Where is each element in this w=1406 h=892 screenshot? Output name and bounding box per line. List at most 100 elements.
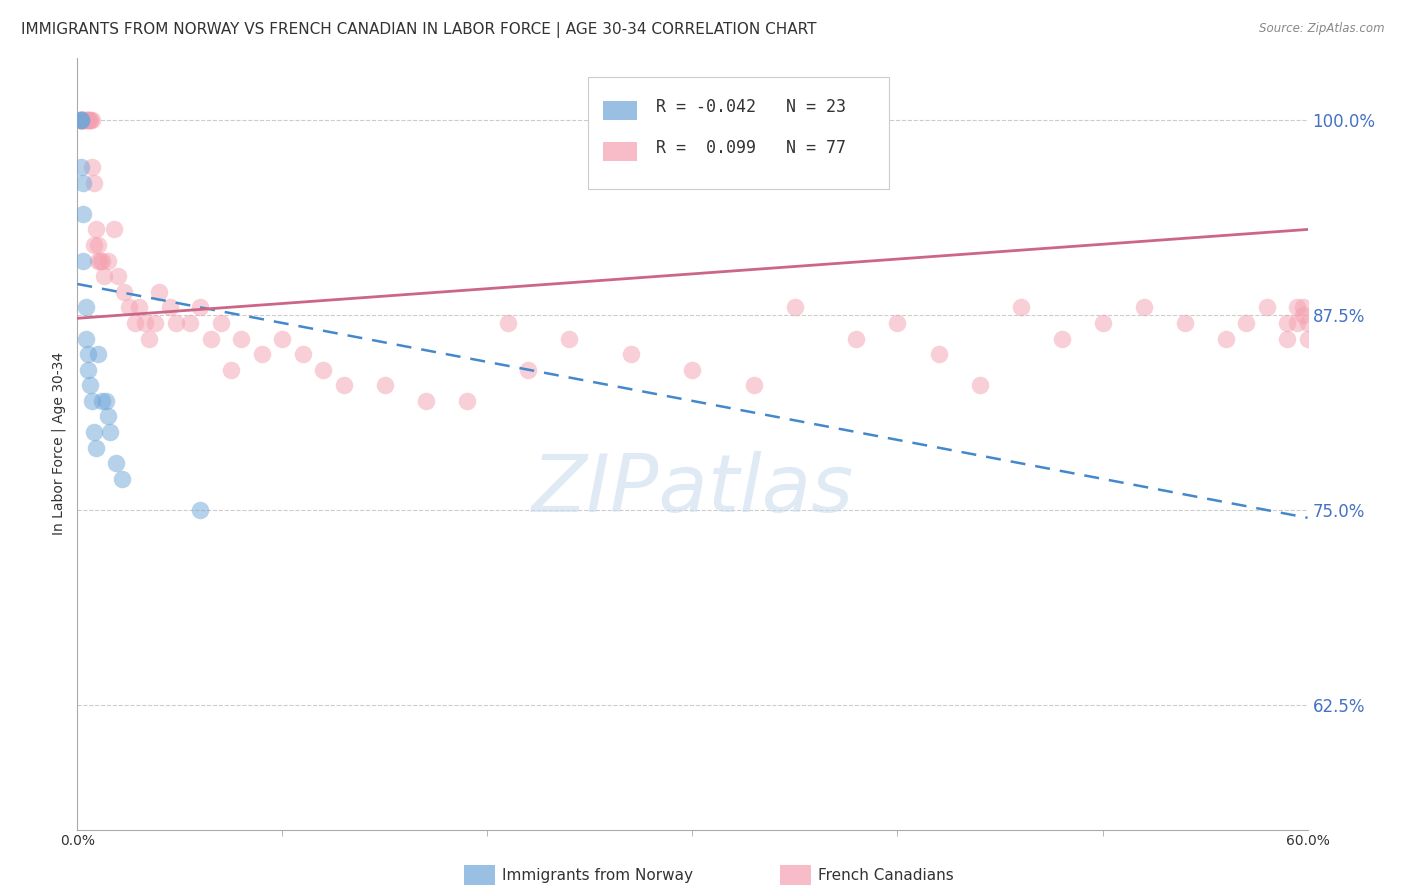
Point xyxy=(76,362,98,376)
Point xyxy=(83,425,105,439)
Point xyxy=(70,113,93,128)
Point xyxy=(128,301,150,315)
Point xyxy=(1286,316,1309,330)
Point xyxy=(969,378,991,392)
Y-axis label: In Labor Force | Age 30-34: In Labor Force | Age 30-34 xyxy=(52,352,66,535)
Point xyxy=(1296,316,1319,330)
Point xyxy=(83,176,105,190)
Point xyxy=(67,113,90,128)
Text: French Canadians: French Canadians xyxy=(818,869,955,883)
Point xyxy=(1292,308,1315,322)
Point xyxy=(83,238,105,252)
Point xyxy=(143,316,166,330)
FancyBboxPatch shape xyxy=(588,78,890,189)
Point xyxy=(70,113,93,128)
Point xyxy=(148,285,170,299)
Point xyxy=(1286,301,1309,315)
Point xyxy=(209,316,232,330)
Text: R = -0.042   N = 23: R = -0.042 N = 23 xyxy=(655,97,845,116)
Point xyxy=(75,301,97,315)
Point xyxy=(80,393,103,408)
Point xyxy=(105,456,128,470)
Point xyxy=(1296,332,1319,346)
Point xyxy=(90,253,114,268)
Point xyxy=(250,347,273,361)
Point xyxy=(75,113,97,128)
Point xyxy=(70,113,93,128)
Point xyxy=(496,316,519,330)
Point xyxy=(93,269,115,284)
Point xyxy=(72,113,94,128)
Text: ZIPatlas: ZIPatlas xyxy=(531,451,853,529)
Point xyxy=(76,113,98,128)
Text: R =  0.099   N = 77: R = 0.099 N = 77 xyxy=(655,139,845,157)
Point xyxy=(231,332,253,346)
Point xyxy=(87,347,110,361)
Point xyxy=(89,253,111,268)
Text: Source: ZipAtlas.com: Source: ZipAtlas.com xyxy=(1260,22,1385,36)
Point xyxy=(97,253,120,268)
Point xyxy=(1174,316,1197,330)
Point xyxy=(124,316,146,330)
FancyBboxPatch shape xyxy=(603,102,637,120)
Point xyxy=(103,222,125,236)
Point xyxy=(1275,316,1298,330)
Point xyxy=(415,393,437,408)
Point xyxy=(1010,301,1032,315)
Point xyxy=(291,347,314,361)
Point xyxy=(75,113,97,128)
Point xyxy=(1132,301,1154,315)
Point xyxy=(70,113,93,128)
Point xyxy=(80,113,103,128)
Point xyxy=(79,113,101,128)
Point xyxy=(1050,332,1073,346)
Point xyxy=(179,316,201,330)
Point xyxy=(333,378,356,392)
Point xyxy=(165,316,187,330)
Point xyxy=(1215,332,1237,346)
Point xyxy=(1234,316,1257,330)
Text: IMMIGRANTS FROM NORWAY VS FRENCH CANADIAN IN LABOR FORCE | AGE 30-34 CORRELATION: IMMIGRANTS FROM NORWAY VS FRENCH CANADIA… xyxy=(21,22,817,38)
Point xyxy=(76,347,98,361)
Point xyxy=(76,113,98,128)
Point xyxy=(70,160,93,174)
Point xyxy=(111,472,134,486)
Point xyxy=(84,441,107,455)
Point xyxy=(97,409,120,424)
Point xyxy=(87,238,110,252)
Point xyxy=(70,113,93,128)
Point xyxy=(188,301,212,315)
Point xyxy=(620,347,643,361)
Point xyxy=(1292,301,1315,315)
Point xyxy=(886,316,908,330)
Point xyxy=(1091,316,1114,330)
Point xyxy=(72,113,94,128)
Point xyxy=(79,113,101,128)
Point xyxy=(117,301,139,315)
Point xyxy=(107,269,129,284)
Point xyxy=(517,362,540,376)
Point xyxy=(72,176,94,190)
Point xyxy=(312,362,335,376)
Point xyxy=(845,332,868,346)
Point xyxy=(72,207,94,221)
Text: Immigrants from Norway: Immigrants from Norway xyxy=(502,869,693,883)
Point xyxy=(271,332,294,346)
Point xyxy=(94,393,117,408)
Point xyxy=(114,285,136,299)
Point xyxy=(1256,301,1278,315)
Point xyxy=(200,332,222,346)
Point xyxy=(75,332,97,346)
Point xyxy=(188,503,212,517)
Point xyxy=(742,378,765,392)
Point xyxy=(87,253,110,268)
Point xyxy=(219,362,242,376)
Point xyxy=(159,301,181,315)
FancyBboxPatch shape xyxy=(603,142,637,161)
Point xyxy=(456,393,478,408)
Point xyxy=(783,301,806,315)
Point xyxy=(72,113,94,128)
Point xyxy=(90,393,114,408)
Point xyxy=(79,378,101,392)
Point xyxy=(134,316,156,330)
